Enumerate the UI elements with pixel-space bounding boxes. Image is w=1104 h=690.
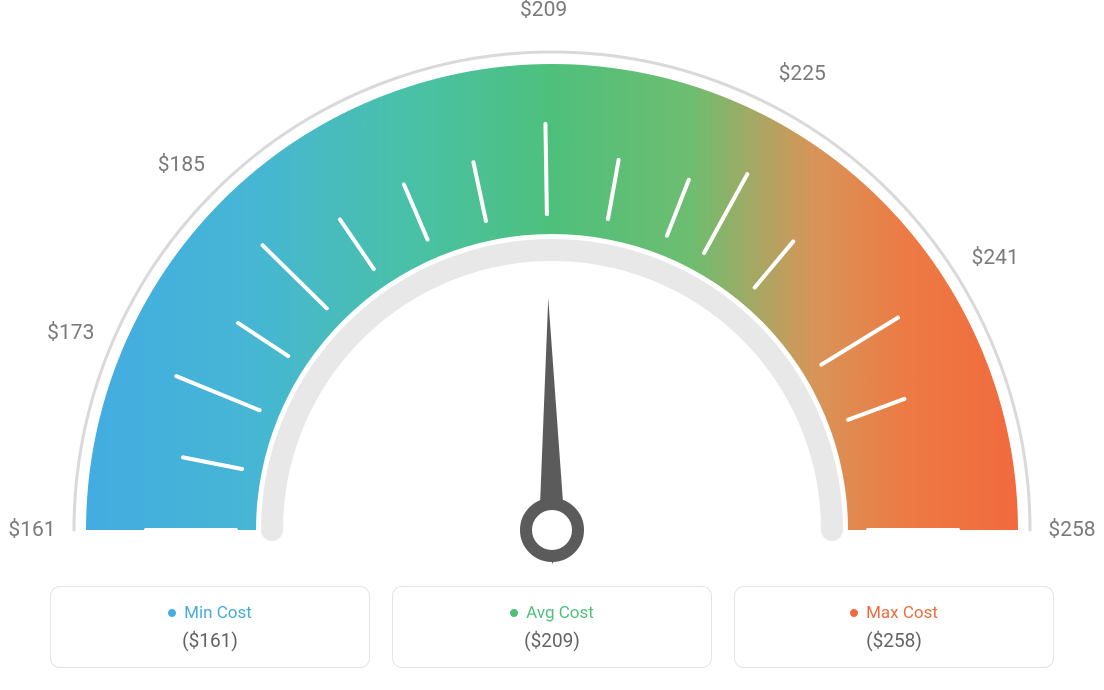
avg-cost-label-row: Avg Cost (510, 603, 594, 623)
gauge-tick-label: $185 (158, 153, 205, 177)
gauge-tick-label: $173 (47, 321, 94, 345)
min-cost-label-row: Min Cost (168, 603, 252, 623)
avg-cost-label: Avg Cost (526, 603, 594, 623)
max-cost-label: Max Cost (866, 603, 938, 623)
gauge-tick-label: $209 (520, 0, 567, 22)
summary-cards: Min Cost ($161) Avg Cost ($209) Max Cost… (50, 586, 1054, 668)
min-cost-card: Min Cost ($161) (50, 586, 370, 668)
min-cost-value: ($161) (182, 629, 238, 652)
gauge-tick-label: $258 (1048, 518, 1095, 542)
min-dot-icon (168, 609, 176, 617)
cost-gauge: $161$173$185$209$225$241$258 (42, 30, 1062, 570)
gauge-svg (42, 30, 1062, 590)
gauge-tick-label: $161 (8, 518, 55, 542)
max-cost-label-row: Max Cost (850, 603, 938, 623)
max-dot-icon (850, 609, 858, 617)
min-cost-label: Min Cost (184, 603, 252, 623)
avg-cost-card: Avg Cost ($209) (392, 586, 712, 668)
max-cost-value: ($258) (866, 629, 922, 652)
gauge-tick-label: $241 (972, 246, 1019, 270)
max-cost-card: Max Cost ($258) (734, 586, 1054, 668)
gauge-tick-label: $225 (779, 62, 826, 86)
avg-dot-icon (510, 609, 518, 617)
avg-cost-value: ($209) (524, 629, 580, 652)
